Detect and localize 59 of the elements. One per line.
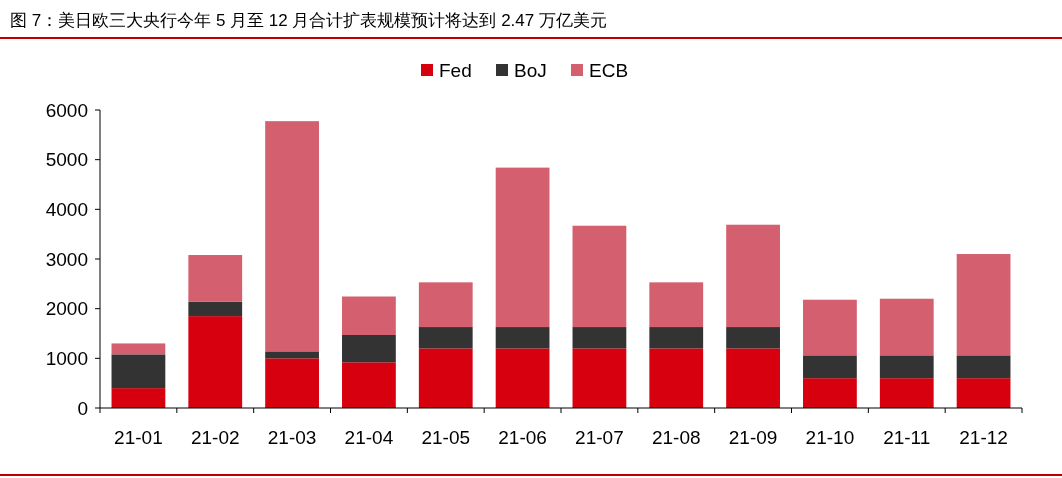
x-tick-label: 21-04 <box>344 427 394 448</box>
bar <box>265 358 319 408</box>
bar <box>803 378 857 408</box>
bar <box>879 378 934 408</box>
x-tick-label: 21-05 <box>421 427 471 448</box>
bar <box>649 348 704 408</box>
x-tick-label: 21-06 <box>498 427 547 448</box>
legend-label: ECB <box>589 59 629 81</box>
x-tick-label: 21-08 <box>651 427 701 448</box>
bar <box>111 343 166 355</box>
bar <box>495 327 550 349</box>
bar <box>342 296 396 335</box>
x-tick-label: 21-09 <box>728 427 778 448</box>
bar <box>956 254 1011 356</box>
legend-label: BoJ <box>514 59 547 81</box>
bar <box>265 351 319 359</box>
bar <box>726 348 780 408</box>
bar <box>188 316 243 408</box>
x-tick-label: 21-01 <box>114 427 163 448</box>
bar <box>188 255 243 302</box>
y-tick-label: 5000 <box>45 149 88 171</box>
bar <box>956 355 1011 379</box>
bar <box>111 354 166 389</box>
y-tick-label: 3000 <box>45 248 88 270</box>
bar <box>188 301 243 317</box>
x-tick-label: 21-10 <box>805 427 855 448</box>
bar <box>572 225 627 328</box>
bar <box>342 362 396 408</box>
bar <box>879 355 934 379</box>
bar <box>649 327 704 349</box>
bar <box>265 121 319 352</box>
bar <box>879 298 934 356</box>
bar <box>418 282 473 328</box>
chart-title: 图 7：美日欧三大央行今年 5 月至 12 月合计扩表规模预计将达到 2.47 万亿美元 <box>10 11 607 30</box>
bar <box>111 388 166 408</box>
bar <box>649 282 704 328</box>
x-tick-label: 21-07 <box>575 427 624 448</box>
y-tick-label: 6000 <box>45 99 88 121</box>
y-tick-label: 4000 <box>45 198 88 220</box>
bar <box>418 348 473 408</box>
x-tick-label: 21-03 <box>267 427 317 448</box>
y-tick-label: 1000 <box>45 347 88 369</box>
bar <box>572 348 627 408</box>
x-tick-label: 21-12 <box>959 427 1008 448</box>
y-tick-label: 2000 <box>45 298 88 320</box>
bar <box>726 224 780 328</box>
x-tick-label: 21-02 <box>190 427 240 448</box>
bar <box>956 378 1011 408</box>
bar <box>803 355 857 379</box>
y-tick-label: 0 <box>77 397 88 419</box>
bar <box>572 327 627 349</box>
bar <box>495 167 550 328</box>
bar <box>726 327 780 349</box>
bar <box>495 348 550 408</box>
legend-label: Fed <box>439 59 472 81</box>
bar <box>342 334 396 363</box>
x-tick-label: 21-11 <box>883 427 931 448</box>
bar <box>803 299 857 356</box>
bar <box>418 327 473 349</box>
